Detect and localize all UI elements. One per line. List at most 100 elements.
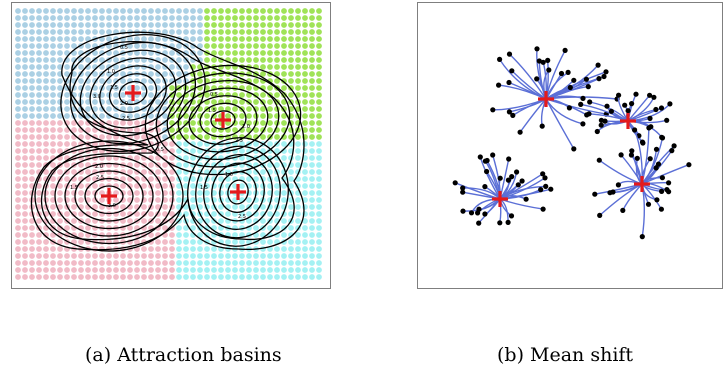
sample-point (460, 189, 466, 195)
sample-point (523, 196, 529, 202)
contour-level-label: 1.0 (107, 69, 115, 75)
shift-trajectory (498, 84, 547, 100)
sample-point (628, 152, 634, 158)
contour-level-label: 1.5 (200, 185, 208, 191)
sample-point (646, 125, 652, 131)
sample-point (517, 129, 523, 135)
sample-point (598, 122, 604, 128)
contour-level-label: 1.5 (208, 108, 216, 114)
sample-point (540, 206, 546, 212)
sample-point (538, 187, 544, 193)
density-contours (30, 31, 305, 252)
sample-point (548, 186, 554, 192)
sample-point (452, 180, 458, 186)
shift-trajectory (641, 164, 690, 185)
sample-point (658, 105, 665, 111)
sample-point (645, 201, 652, 207)
sample-point (669, 148, 675, 154)
sample-point (482, 211, 488, 217)
contour-level-label: 2.0 (242, 124, 250, 130)
sample-point (484, 168, 490, 175)
sample-point (490, 107, 496, 113)
sample-point (509, 68, 515, 74)
shift-trajectory (580, 103, 629, 122)
sample-point (545, 57, 551, 64)
mode-marker-bottom-left (101, 188, 117, 204)
shift-trajectory (545, 98, 584, 125)
sample-point (625, 108, 631, 114)
sample-point (595, 62, 601, 68)
sample-point (633, 91, 639, 97)
sample-point (509, 174, 515, 180)
contour-level-label: 2.5 (235, 138, 243, 144)
contour-mode-bottom-left (34, 140, 184, 252)
sample-point (505, 177, 511, 183)
contour-level-label: 3.0 (93, 94, 101, 100)
sample-point (540, 59, 546, 65)
sample-point (506, 79, 512, 86)
shift-trajectory (499, 59, 547, 100)
sample-point (571, 77, 577, 83)
sample-point (468, 210, 475, 216)
sample-point (497, 175, 503, 181)
sample-point (647, 115, 653, 121)
mean-shift-panel (417, 2, 723, 289)
sample-point (667, 101, 673, 107)
contour-level-label: 0.5 (120, 45, 128, 51)
sample-point (601, 73, 607, 80)
sample-point (596, 76, 602, 82)
sample-point (686, 162, 692, 168)
sample-point (460, 208, 466, 214)
sample-point (496, 82, 502, 88)
sample-point (639, 139, 646, 145)
sample-point (647, 156, 653, 162)
sample-point (618, 152, 624, 158)
contour-level-label: 2.0 (95, 164, 103, 170)
sample-point (608, 108, 614, 114)
attraction-basins-panel: 0.5 1.0 1.5 2.0 2.5 3.0 0.5 1.5 2.0 2.5 0.5 2.0 2.5 1… (11, 2, 331, 289)
sample-point (664, 117, 670, 123)
cluster-bottom-right-points (592, 125, 692, 240)
sample-point (510, 112, 516, 118)
contour-level-label: 0.5 (210, 92, 218, 98)
cluster-bottom-right-mode-marker (634, 176, 650, 192)
sample-point (534, 46, 540, 52)
cluster-top-left-mode-marker (538, 91, 554, 107)
sample-point (634, 155, 640, 161)
cluster-bottom-left-mode-marker (492, 191, 508, 207)
sample-point (604, 103, 610, 109)
caption-attraction-basins: (a) Attraction basins (85, 344, 282, 366)
shift-trajectory (620, 154, 643, 185)
sample-point (596, 157, 602, 163)
mean-shift-plot (452, 46, 692, 240)
outer-contour (40, 40, 295, 241)
sample-point (565, 69, 571, 75)
sample-point (460, 185, 466, 191)
sample-point (490, 152, 496, 158)
sample-point (632, 127, 638, 133)
contour-mode-top-left (60, 33, 206, 153)
shift-trajectory (519, 98, 547, 133)
sample-point (585, 84, 591, 90)
sample-point (508, 213, 515, 219)
sample-point (539, 123, 545, 129)
sample-point (671, 143, 677, 149)
contour-level-label: 1.5 (70, 185, 78, 191)
contour-level-label: 2.5 (238, 214, 246, 220)
attraction-basins-plot: 0.5 1.0 1.5 2.0 2.5 3.0 0.5 1.5 2.0 2.5 0.5 2.0 2.5 1… (15, 8, 322, 280)
contour-level-label: 2.5 (96, 175, 104, 181)
sample-point (655, 161, 662, 167)
caption-mean-shift: (b) Mean shift (497, 344, 634, 366)
contour-mode-bottom-right (187, 137, 289, 247)
sample-point (658, 206, 664, 212)
sample-point (647, 92, 653, 98)
sample-point (653, 106, 659, 113)
sample-point (659, 188, 665, 194)
sample-point (580, 121, 586, 127)
sample-point (597, 212, 603, 218)
shift-trajectory (509, 53, 547, 100)
shift-trajectory (479, 156, 501, 200)
sample-point (586, 111, 592, 117)
sample-point (653, 165, 659, 171)
cluster-bottom-left-points (452, 152, 554, 226)
